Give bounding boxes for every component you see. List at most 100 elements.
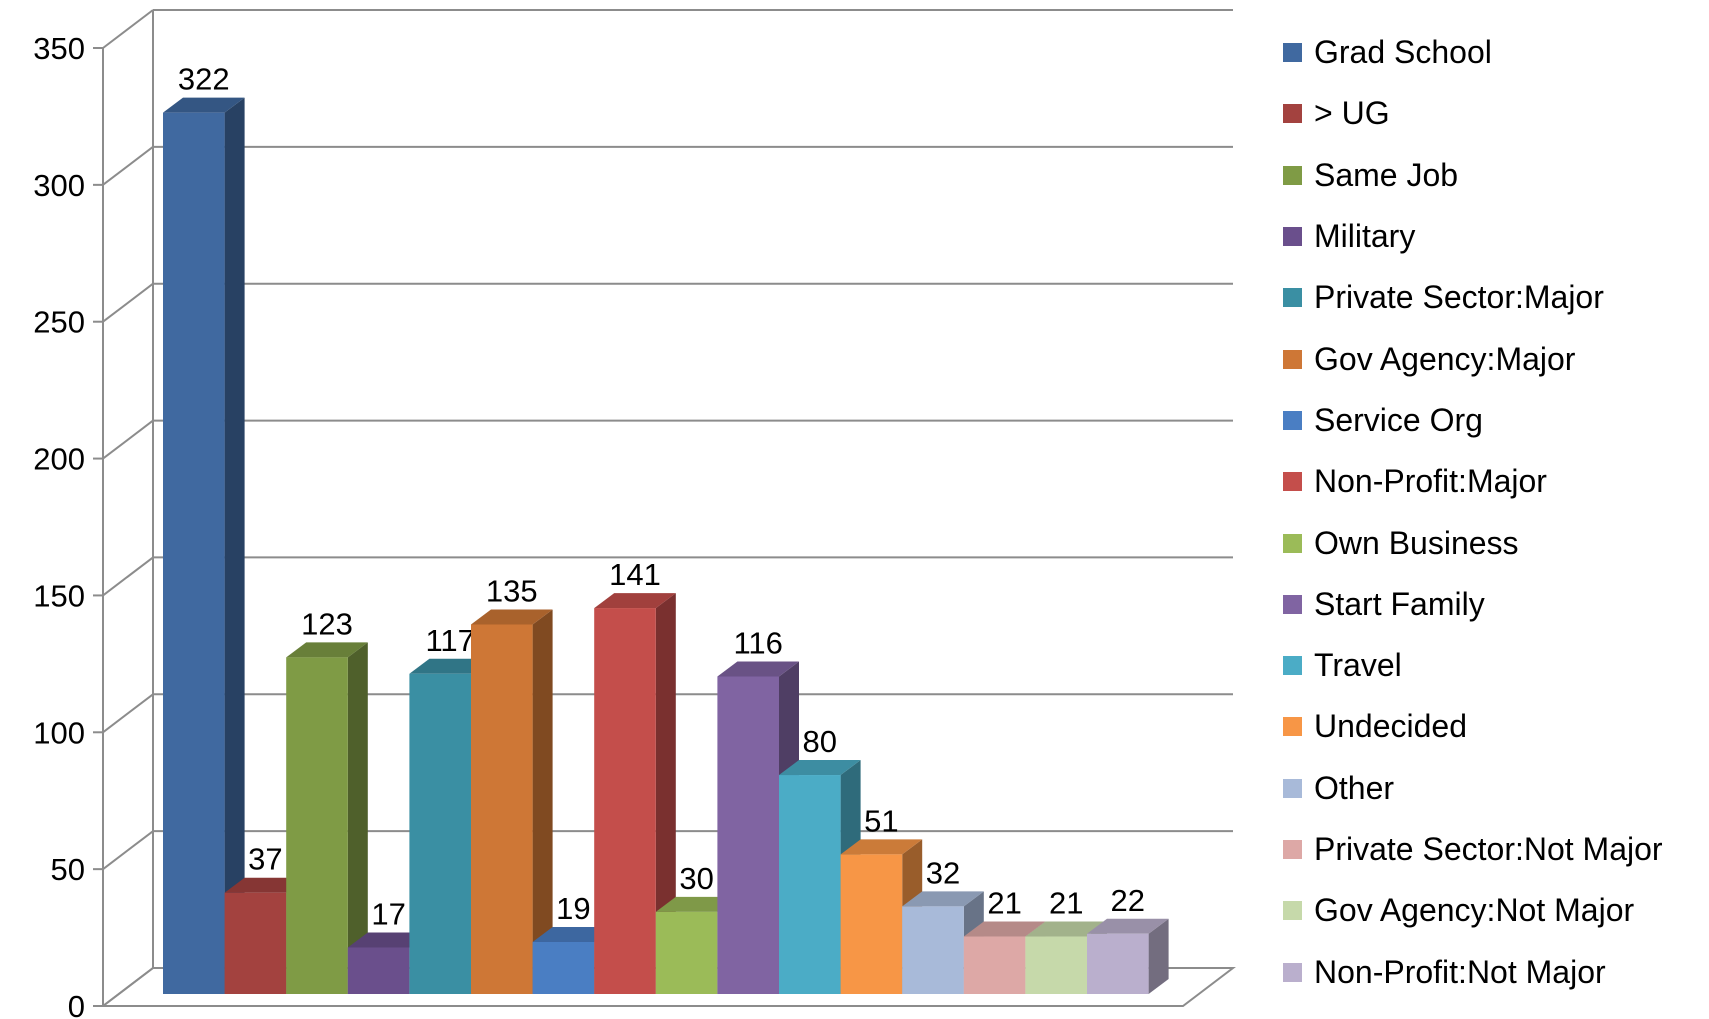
legend-label: Same Job bbox=[1314, 156, 1459, 193]
legend-item: Same Job bbox=[1283, 145, 1663, 206]
gridline-depth bbox=[102, 419, 154, 460]
bar-front bbox=[655, 911, 718, 994]
bar-front bbox=[163, 112, 225, 994]
legend-label: Grad School bbox=[1314, 34, 1492, 71]
data-label: 123 bbox=[301, 606, 353, 641]
legend-label: Non-Profit:Major bbox=[1314, 463, 1547, 500]
data-label: 22 bbox=[1111, 883, 1145, 918]
bar-top bbox=[409, 658, 491, 674]
bar-top bbox=[594, 593, 676, 609]
bar-side bbox=[655, 593, 676, 994]
data-label: 37 bbox=[248, 842, 282, 877]
bar-top bbox=[902, 891, 984, 907]
bar-side bbox=[224, 97, 245, 994]
data-label: 117 bbox=[425, 623, 474, 658]
bar-side bbox=[347, 642, 368, 994]
bar bbox=[286, 642, 368, 994]
bar-front bbox=[717, 676, 779, 994]
legend-item: Non-Profit:Major bbox=[1283, 451, 1663, 512]
legend-item: Grad School bbox=[1283, 22, 1663, 83]
data-label: 141 bbox=[609, 557, 661, 592]
bar-front bbox=[409, 673, 471, 994]
gridline-depth bbox=[102, 693, 154, 734]
data-label: 135 bbox=[486, 573, 538, 608]
legend-item: Private Sector:Major bbox=[1283, 267, 1663, 328]
data-label: 21 bbox=[987, 886, 1021, 921]
bar-front bbox=[1087, 933, 1149, 994]
legend-label: Undecided bbox=[1314, 708, 1467, 745]
legend-swatch bbox=[1283, 778, 1302, 798]
legend-label: Gov Agency:Major bbox=[1314, 340, 1576, 377]
gridline-depth bbox=[102, 146, 154, 186]
legend-swatch bbox=[1283, 288, 1302, 308]
legend-label: Non-Profit:Not Major bbox=[1314, 953, 1606, 990]
y-tick-label: 0 bbox=[68, 989, 85, 1019]
legend-label: > UG bbox=[1314, 95, 1390, 132]
bar-front bbox=[840, 854, 903, 994]
legend-label: Service Org bbox=[1314, 401, 1483, 438]
gridline-depth bbox=[102, 556, 154, 597]
legend-item: Gov Agency:Major bbox=[1283, 328, 1663, 389]
legend-item: Undecided bbox=[1283, 696, 1663, 757]
bar-top bbox=[779, 760, 861, 776]
y-tick-label: 50 bbox=[51, 852, 85, 887]
legend-item: Travel bbox=[1283, 635, 1663, 696]
data-label: 17 bbox=[371, 896, 405, 931]
bar-top bbox=[224, 877, 307, 893]
legend-swatch bbox=[1283, 533, 1302, 553]
bar-top bbox=[963, 921, 1046, 937]
legend-item: Start Family bbox=[1283, 574, 1663, 635]
bar-front bbox=[1025, 936, 1087, 994]
legend: Grad School > UG Same Job Military Private S… bbox=[1283, 22, 1663, 1003]
gridline-depth bbox=[102, 830, 154, 870]
legend-swatch bbox=[1283, 717, 1302, 737]
legend-label: Travel bbox=[1314, 647, 1402, 684]
data-label: 80 bbox=[803, 724, 837, 759]
bar-front bbox=[902, 906, 964, 994]
y-tick-label: 100 bbox=[33, 715, 85, 750]
gridline-depth bbox=[102, 9, 154, 49]
legend-swatch bbox=[1283, 410, 1302, 430]
legend-item: > UG bbox=[1283, 83, 1663, 144]
legend-item: Non-Profit:Not Major bbox=[1283, 941, 1663, 1002]
legend-label: Other bbox=[1314, 769, 1395, 806]
legend-swatch bbox=[1283, 227, 1302, 247]
legend-swatch bbox=[1283, 962, 1302, 982]
legend-label: Start Family bbox=[1314, 585, 1485, 622]
data-label: 30 bbox=[679, 861, 713, 896]
legend-swatch bbox=[1283, 840, 1302, 859]
bar-top bbox=[347, 932, 430, 948]
bar-front bbox=[594, 608, 656, 994]
bar-side bbox=[532, 609, 553, 994]
bar-front bbox=[779, 775, 841, 994]
legend-swatch bbox=[1283, 656, 1302, 676]
y-tick-label: 200 bbox=[33, 442, 85, 477]
bar-front bbox=[224, 892, 287, 994]
bar bbox=[963, 921, 1046, 994]
legend-swatch bbox=[1283, 901, 1302, 921]
legend-swatch bbox=[1283, 165, 1302, 185]
data-label: 19 bbox=[556, 891, 590, 926]
legend-item: Private Sector:Not Major bbox=[1283, 819, 1663, 880]
bar-front bbox=[347, 947, 410, 994]
bar-top bbox=[655, 896, 738, 912]
legend-label: Military bbox=[1314, 218, 1416, 255]
legend-swatch bbox=[1283, 43, 1302, 63]
legend-item: Military bbox=[1283, 206, 1663, 267]
bar-top bbox=[717, 661, 799, 677]
bar-top bbox=[840, 839, 923, 855]
legend-item: Service Org bbox=[1283, 390, 1663, 451]
data-label: 21 bbox=[1049, 886, 1083, 921]
bar-side bbox=[1148, 918, 1169, 994]
legend-swatch bbox=[1283, 472, 1302, 492]
bar bbox=[471, 609, 553, 994]
y-tick-label: 350 bbox=[33, 31, 85, 66]
bar-front bbox=[963, 936, 1026, 994]
legend-label: Gov Agency:Not Major bbox=[1314, 892, 1635, 929]
legend-item: Gov Agency:Not Major bbox=[1283, 880, 1663, 941]
legend-item: Own Business bbox=[1283, 512, 1663, 573]
data-label: 32 bbox=[926, 855, 960, 890]
bar bbox=[1087, 918, 1169, 994]
